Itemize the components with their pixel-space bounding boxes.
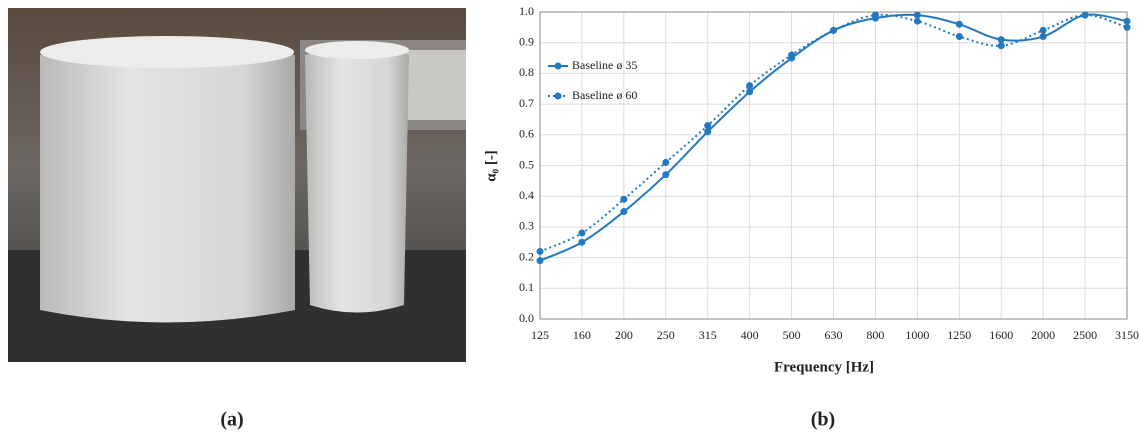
data-point [1123,23,1131,31]
x-tick-label: 400 [741,328,759,342]
x-tick-label: 200 [615,328,633,342]
x-tick-label: 500 [783,328,801,342]
y-tick-label: 0.9 [519,34,534,48]
y-axis-label: α₀ [-] [483,150,499,182]
data-point [955,20,963,28]
caption: (a) [220,409,243,431]
plot-frame [539,11,1128,320]
legend-label: Baseline ø 60 [572,88,637,102]
data-point [746,82,754,90]
data-point [1039,26,1047,34]
y-tick-label: 0.6 [519,127,534,141]
x-axis-label: Frequency [Hz] [774,359,874,375]
x-tick-label: 125 [531,328,549,342]
y-tick-label: 0.3 [519,219,534,233]
data-point [997,42,1005,50]
data-point [871,11,879,19]
data-point [536,247,544,255]
x-tick-label: 315 [699,328,717,342]
x-tick-label: 800 [866,328,884,342]
data-point [830,26,837,34]
x-tick-label: 1000 [905,328,929,342]
x-tick-label: 250 [657,328,675,342]
data-point [913,11,921,19]
data-point [955,33,963,41]
y-tick-label: 0.2 [519,249,534,263]
data-point [662,171,670,179]
data-point [704,122,712,130]
data-point [536,257,544,265]
y-tick-label: 0.1 [519,280,534,294]
data-point [578,229,586,237]
data-point [788,51,796,59]
x-tick-label: 1600 [989,328,1013,342]
y-tick-label: 0.5 [519,157,534,171]
x-tick-label: 2000 [1031,328,1055,342]
data-point [704,128,712,136]
x-tick-label: 630 [825,328,843,342]
x-tick-label: 160 [573,328,591,342]
legend-marker [554,62,562,70]
y-tick-label: 0.0 [519,311,534,325]
data-point [913,17,921,25]
data-point [578,238,586,246]
data-point [1123,17,1131,25]
x-tick-label: 3150 [1115,328,1139,342]
data-point [620,195,628,203]
legend-marker [554,92,562,100]
data-point [1081,11,1089,19]
y-tick-label: 0.4 [519,188,534,202]
data-point [620,208,628,216]
y-tick-label: 0.8 [519,65,534,79]
y-tick-label: 0.7 [519,96,534,110]
data-point [997,36,1005,44]
x-tick-label: 2500 [1073,328,1097,342]
x-tick-label: 1250 [947,328,971,342]
photo [8,8,466,362]
data-point [746,88,754,96]
legend-label: Baseline ø 35 [572,58,637,72]
caption: (b) [811,409,835,431]
data-point [662,158,670,166]
y-tick-label: 1.0 [519,4,534,18]
series-line [539,13,1128,253]
data-point [1039,33,1047,41]
